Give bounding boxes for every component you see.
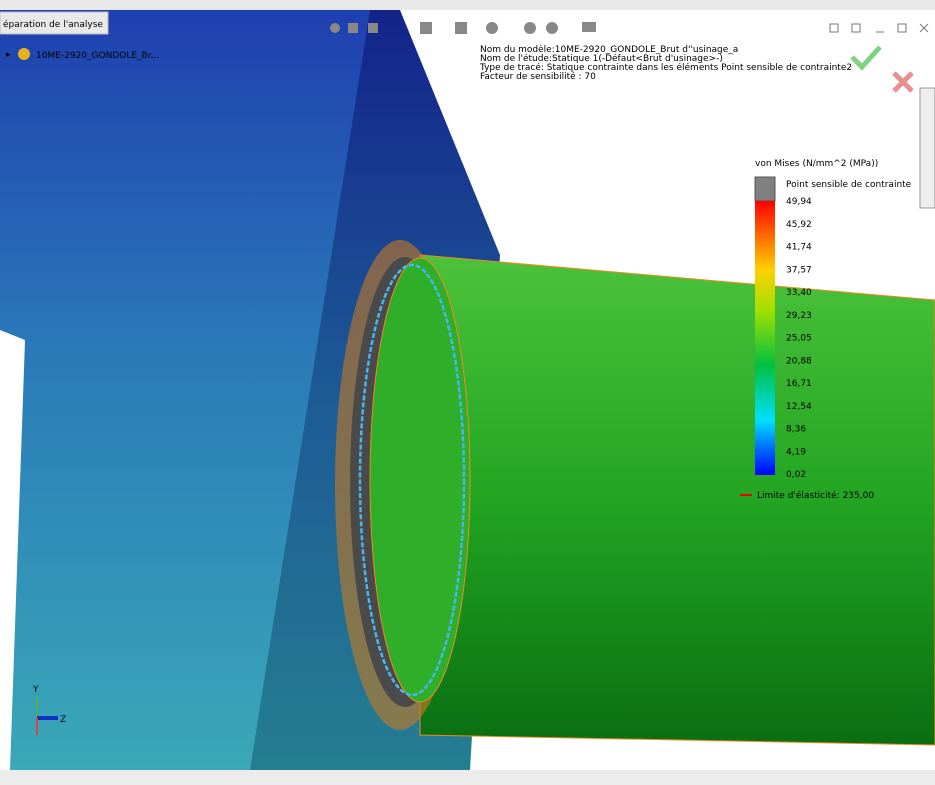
model-info: Facteur de sensibilité : 70 <box>480 71 596 82</box>
top-border <box>0 0 935 10</box>
legend-label: 16,71 <box>786 379 812 389</box>
model-info: Nom du modèle:10ME-2920_GONDOLE_Brut d''… <box>480 44 738 55</box>
legend-hotspot: Point sensible de contrainte <box>786 180 912 190</box>
legend-label: 25,05 <box>786 334 812 344</box>
model-info: Type de tracé: Statique contrainte dans … <box>479 62 852 73</box>
legend-title: von Mises (N/mm^2 (MPa)) <box>755 159 878 169</box>
legend-label: 8,36 <box>786 425 806 435</box>
color-scale <box>755 201 775 475</box>
background <box>0 330 25 770</box>
side-toolbar[interactable] <box>919 87 935 209</box>
legend-label: 29,23 <box>786 311 812 321</box>
triad <box>36 695 58 735</box>
legend-label: 49,94 <box>786 197 812 207</box>
cancel-button[interactable] <box>892 71 914 93</box>
status-bar <box>0 770 935 785</box>
model-info: Nom de l'étude:Statique 1(-Défaut<Brut d… <box>480 53 723 64</box>
tube-end <box>369 257 471 703</box>
legend-label: 12,54 <box>786 402 812 412</box>
part-icon <box>18 48 30 60</box>
legend-label: 37,57 <box>786 265 812 275</box>
tree-arrow: ▸ <box>6 50 11 60</box>
tab-title[interactable]: éparation de l'analyse <box>3 19 103 30</box>
window-controls[interactable] <box>829 23 929 33</box>
tab[interactable] <box>0 11 109 35</box>
hotspot-swatch <box>754 176 776 202</box>
view-toolbar[interactable] <box>330 22 596 34</box>
selection <box>358 263 466 697</box>
tree-item[interactable]: 10ME-2920_GONDOLE_Br... <box>36 51 159 61</box>
ok-button[interactable] <box>850 45 882 71</box>
legend-label: 33,40 <box>786 288 812 298</box>
legend-label: 41,74 <box>786 243 812 253</box>
legend-label: 45,92 <box>786 220 812 230</box>
legend-label: 4,19 <box>786 447 806 457</box>
triad-z: Z <box>60 715 66 725</box>
legend-yield: Limite d'élasticité: 235,00 <box>757 490 874 501</box>
legend-label: 20,88 <box>786 356 812 366</box>
legend-label: 0,02 <box>786 470 806 480</box>
triad-y: Y <box>32 685 39 695</box>
